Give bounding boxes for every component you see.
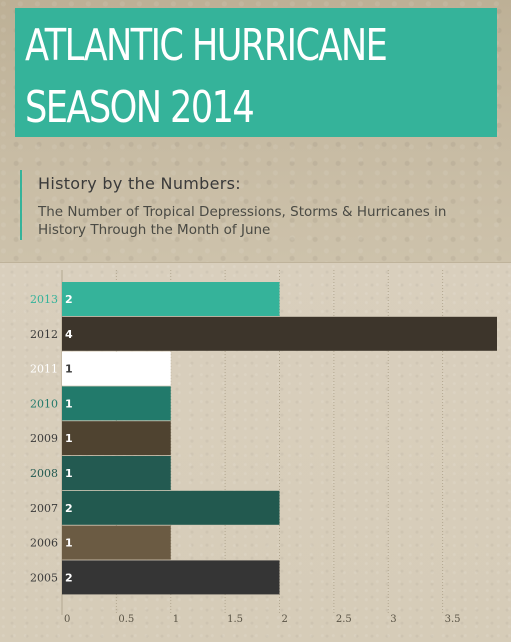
category-label-2011: 2011 [30, 363, 58, 376]
category-label-2008: 2008 [30, 467, 58, 480]
value-label-2013: 2 [65, 293, 73, 306]
bar-2007 [62, 490, 280, 525]
x-tick-label: 2.5 [336, 614, 352, 625]
value-label-2007: 2 [65, 502, 73, 515]
x-tick-label: 0 [64, 614, 70, 625]
bar-2006 [62, 525, 171, 560]
bar-2008 [62, 456, 171, 490]
x-tick-label: 0.5 [118, 614, 134, 625]
category-label-2013: 2013 [30, 293, 58, 306]
value-label-2006: 1 [65, 537, 73, 550]
value-label-2008: 1 [65, 467, 73, 480]
value-label-2012: 4 [65, 328, 73, 341]
category-label-2012: 2012 [30, 328, 58, 341]
bar-2009 [62, 421, 171, 456]
category-label-2005: 2005 [30, 571, 58, 584]
bar-2012 [62, 316, 497, 351]
chart-intro: History by the Numbers: The Number of Tr… [20, 170, 468, 240]
category-label-2010: 2010 [30, 397, 58, 410]
chart-description: The Number of Tropical Depressions, Stor… [38, 204, 447, 238]
category-label-2009: 2009 [30, 432, 58, 445]
x-tick-label: 3 [390, 614, 396, 625]
title-banner: ATLANTIC HURRICANE SEASON 2014 [15, 8, 497, 137]
category-label-2006: 2006 [30, 537, 58, 550]
value-label-2009: 1 [65, 432, 73, 445]
x-tick-label: 1 [173, 614, 179, 625]
bar-2011 [62, 351, 171, 386]
value-label-2010: 1 [65, 397, 73, 410]
category-label-2007: 2007 [30, 502, 58, 515]
x-tick-label: 3.5 [445, 614, 461, 625]
value-label-2011: 1 [65, 363, 73, 376]
value-label-2005: 2 [65, 571, 73, 584]
bar-2013 [62, 282, 280, 316]
x-tick-label: 2 [282, 614, 288, 625]
bar-2010 [62, 386, 171, 421]
x-tick-label: 1.5 [227, 614, 243, 625]
page-title-line-2: SEASON 2014 [25, 82, 255, 133]
section-title: History by the Numbers: [38, 174, 241, 193]
bar-2005 [62, 560, 280, 595]
page-title-line-1: ATLANTIC HURRICANE [25, 20, 388, 71]
